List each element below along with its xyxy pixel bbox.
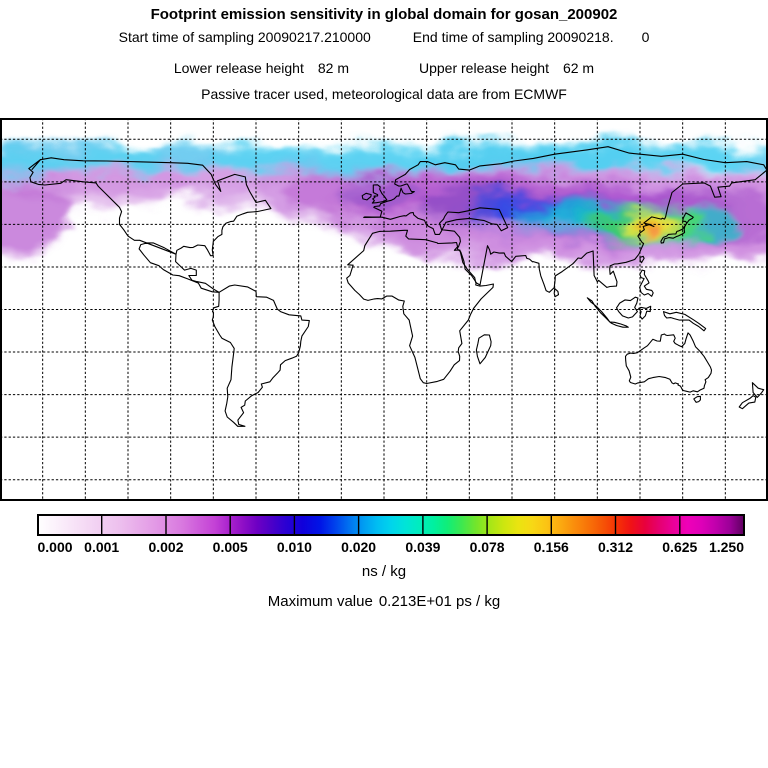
- svg-text:ns / kg: ns / kg: [362, 563, 406, 580]
- svg-text:Maximum value 0.213E+01 ps /: Maximum value 0.213E+01 ps / kg: [268, 593, 500, 610]
- svg-text:0.002: 0.002: [148, 539, 183, 555]
- svg-text:0.001: 0.001: [84, 539, 119, 555]
- svg-text:0.010: 0.010: [277, 539, 312, 555]
- svg-text:0.312: 0.312: [598, 539, 633, 555]
- svg-text:0.005: 0.005: [213, 539, 248, 555]
- svg-text:0.000: 0.000: [38, 539, 73, 555]
- svg-text:1.250: 1.250: [709, 539, 744, 555]
- svg-text:0.020: 0.020: [341, 539, 376, 555]
- svg-text:0.156: 0.156: [534, 539, 569, 555]
- svg-text:0.625: 0.625: [662, 539, 697, 555]
- svg-text:0.078: 0.078: [470, 539, 505, 555]
- svg-text:0.039: 0.039: [405, 539, 440, 555]
